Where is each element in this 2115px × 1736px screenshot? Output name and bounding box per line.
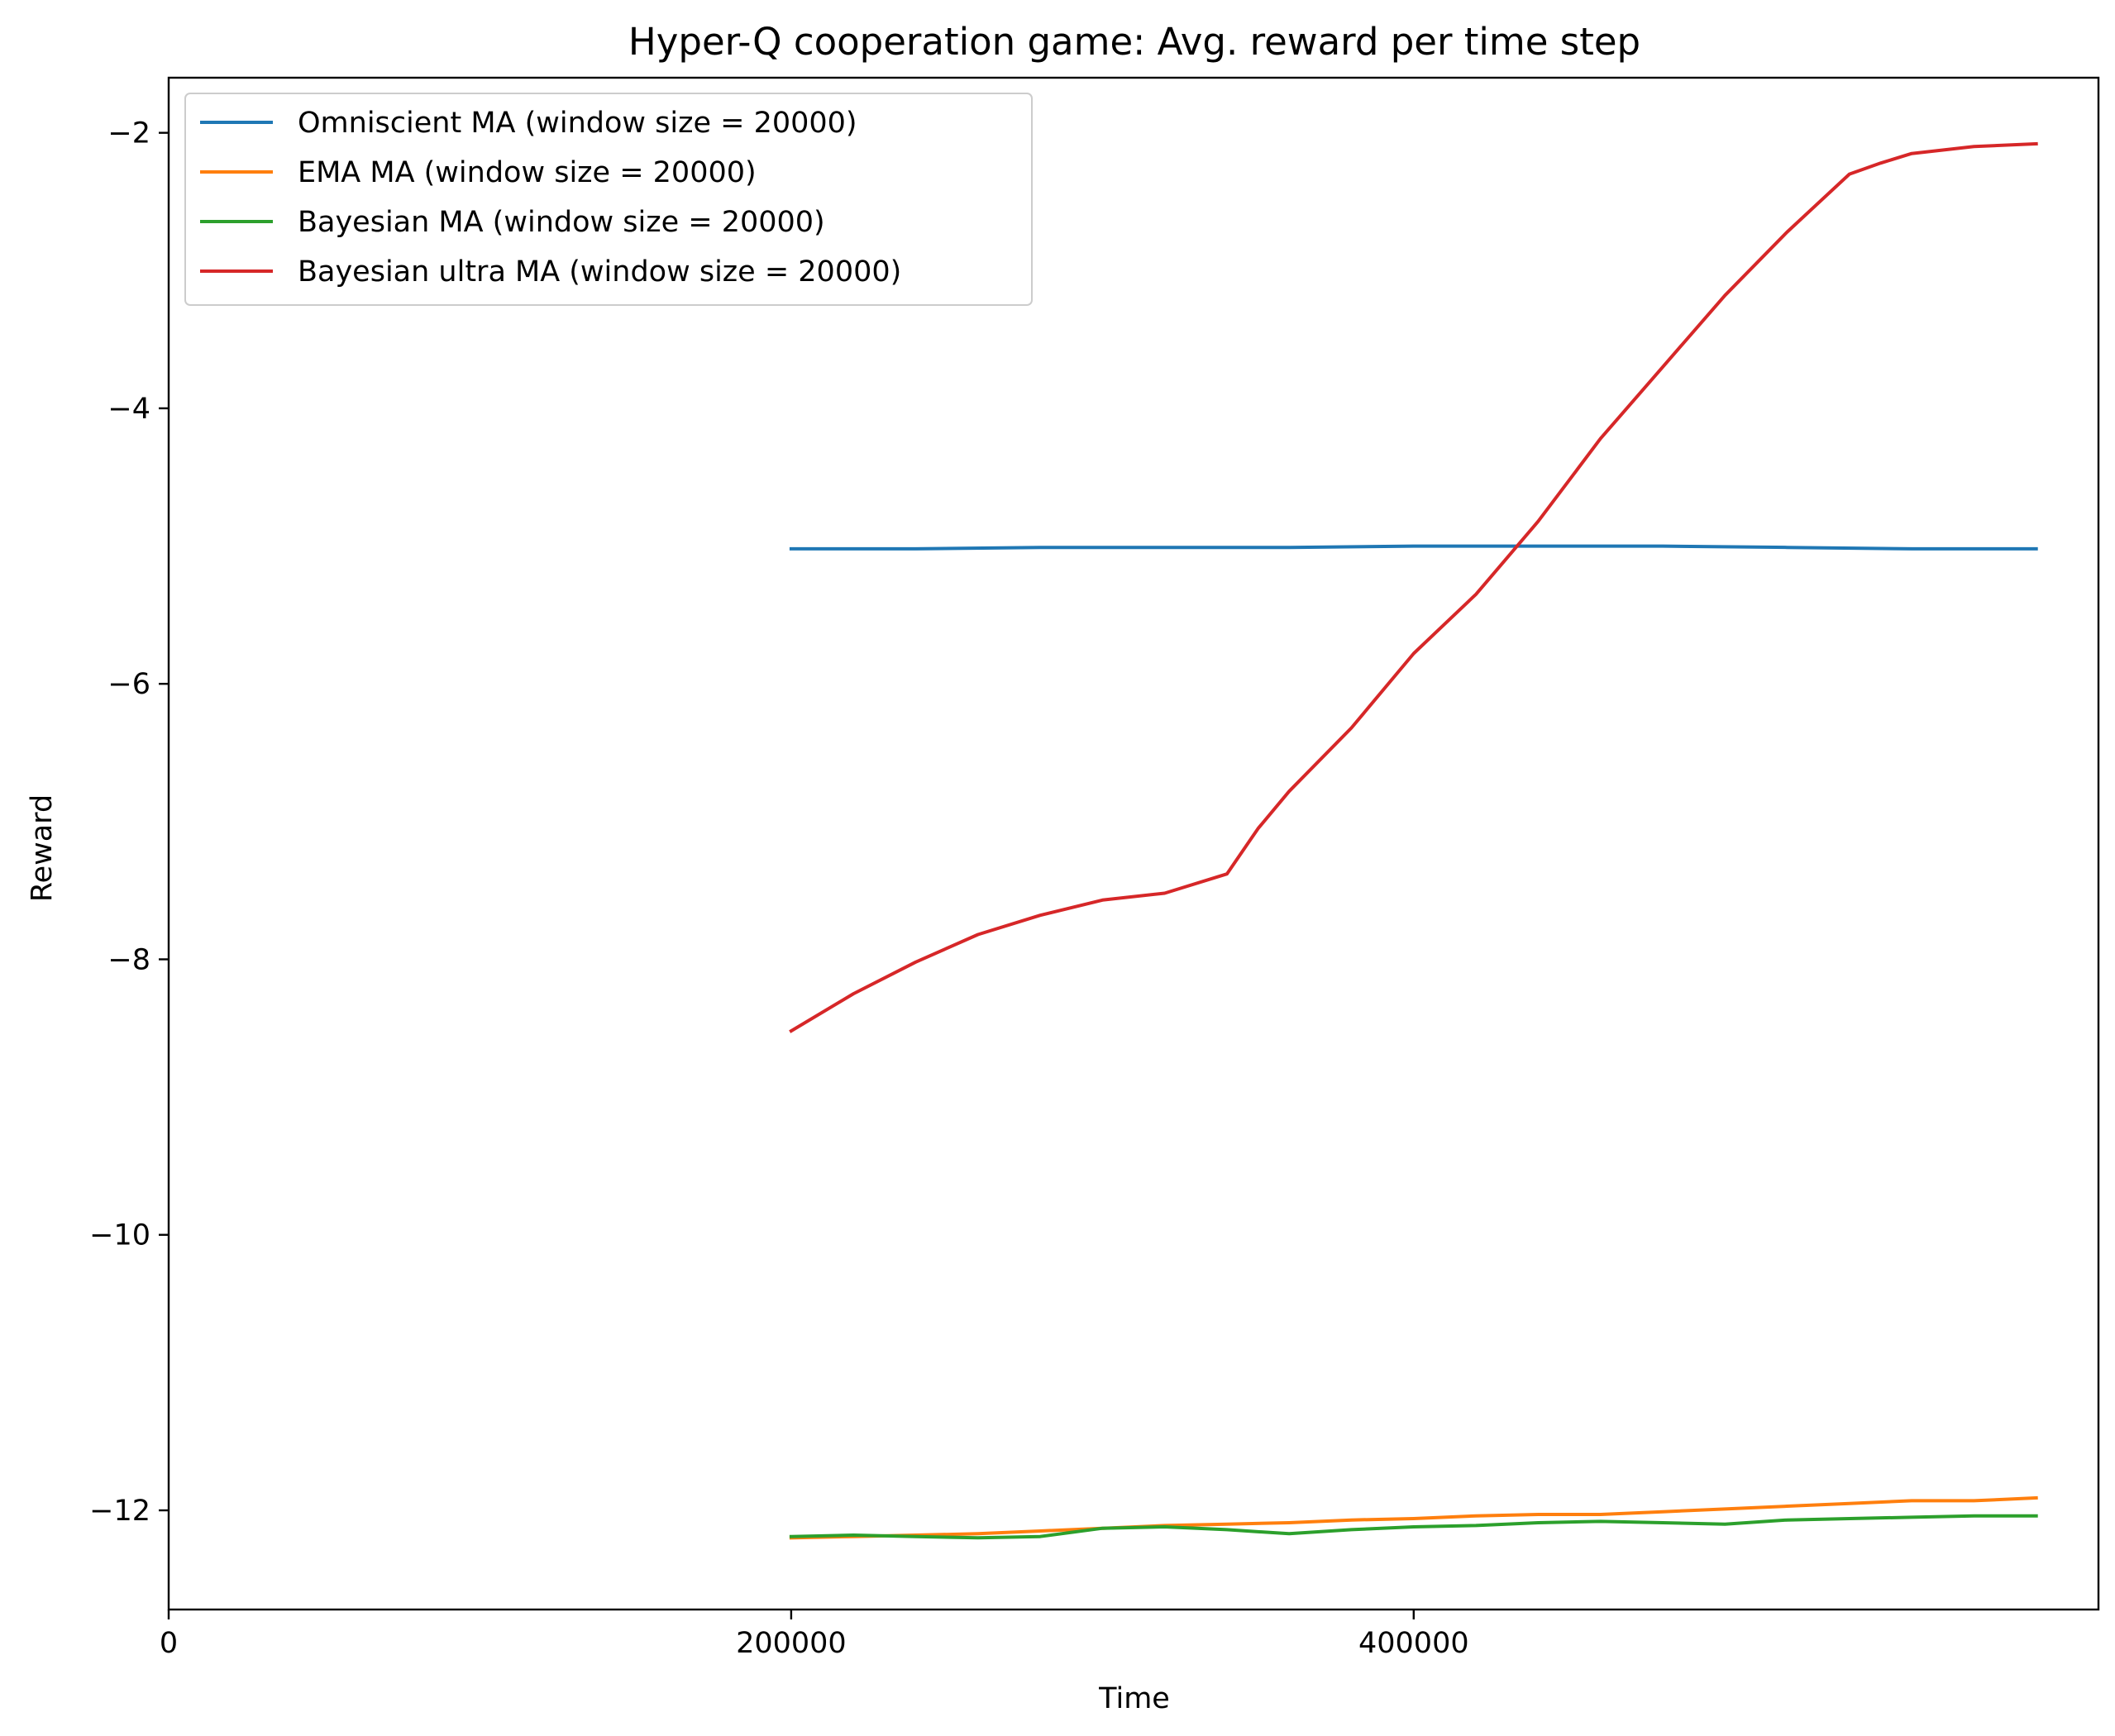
y-tick-label: −6 [107,668,150,701]
legend: Omniscient MA (window size = 20000) EMA M… [184,93,1033,306]
plot-area [789,141,2038,1540]
legend-label: Omniscient MA (window size = 20000) [298,107,857,140]
y-tick-label: −4 [107,393,150,426]
x-tick-label: 200000 [736,1627,847,1660]
legend-box [184,93,1033,306]
legend-label: EMA MA (window size = 20000) [298,156,757,189]
y-axis-label: Reward [26,794,59,902]
y-tick-label: −2 [107,117,150,150]
plot-frame [167,76,2100,1611]
series-line-4 [789,141,2038,1033]
series-line-3 [789,1514,2038,1540]
legend-label: Bayesian ultra MA (window size = 20000) [298,255,901,289]
legend-label: Bayesian MA (window size = 20000) [298,206,825,239]
y-tick-label: −8 [107,943,150,976]
series-line-1 [789,544,2038,551]
chart-title: Hyper-Q cooperation game: Avg. reward pe… [628,20,1640,64]
x-tick-label: 0 [160,1627,178,1660]
y-tick-label: −10 [89,1219,150,1252]
axis-ticks: 0 200000 400000 −2 −4 −6 −8 −10 −12 [89,117,1468,1660]
x-axis-label: Time [1098,1682,1170,1715]
y-tick-label: −12 [89,1495,150,1528]
series-line-2 [789,1495,2038,1540]
x-tick-label: 400000 [1358,1627,1469,1660]
